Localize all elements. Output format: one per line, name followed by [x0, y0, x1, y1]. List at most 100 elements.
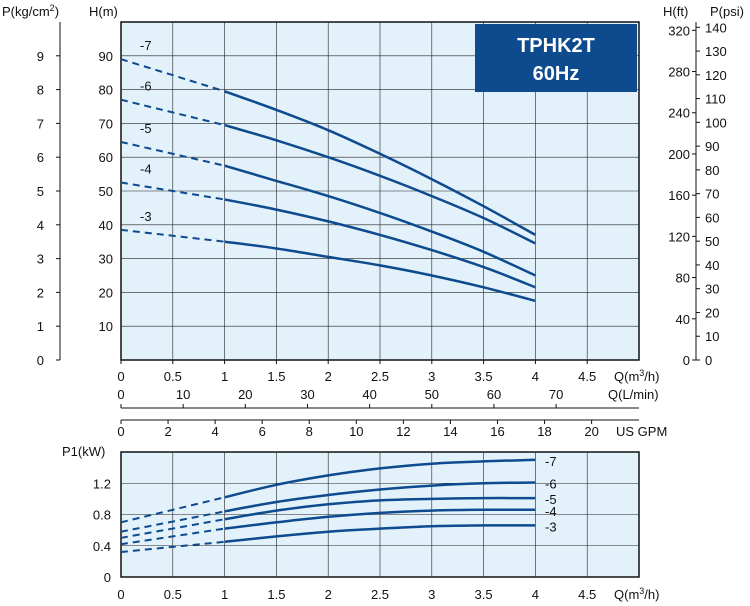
pressure-kgcm2-tick-label: 9	[37, 49, 44, 64]
pressure-psi-tick-label: 0	[705, 353, 712, 368]
head-axes: 0 0.5 1 1.5 2 2.5 3 3.5 4 4.50 10 20 30 40 50 60 700 2 4 6 8…	[37, 20, 727, 439]
curve-label--5: -5	[140, 121, 152, 136]
power-flow-tick-label: 2.5	[371, 587, 389, 602]
flow-lmin-tick-label: 70	[549, 387, 563, 402]
flow-lmin-tick-label: 40	[362, 387, 376, 402]
pressure-psi-tick-label: 60	[705, 210, 719, 225]
flow-gpm-axis-label: US GPM	[616, 424, 667, 439]
power-curve-label--3: -3	[545, 519, 557, 534]
power-flow-m3h-axis-label: Q(m3/h)	[614, 586, 659, 602]
flow-gpm-tick-label: 20	[584, 424, 598, 439]
pressure-psi-tick-label: 140	[705, 20, 727, 35]
power-kw-tick-label: 0	[104, 570, 111, 585]
curve-label--6: -6	[140, 79, 152, 94]
curve--5-solid-segment	[224, 496, 536, 521]
power-curve-label--7: -7	[545, 454, 557, 469]
flow-gpm-tick-label: 6	[259, 424, 266, 439]
head-m-tick-label: 70	[99, 116, 113, 131]
flow-lmin-tick-label: 50	[425, 387, 439, 402]
curve--4-dashed-segment	[120, 181, 225, 201]
curve--7-solid-segment	[224, 458, 536, 499]
head-ft-tick-label: 240	[668, 106, 690, 121]
head-ft-tick-label: 40	[676, 312, 690, 327]
curve--6-solid-segment	[224, 123, 536, 245]
power-flow-tick-label: 1	[221, 587, 228, 602]
flow-gpm-tick-label: 18	[537, 424, 551, 439]
power-curve-label--6: -6	[545, 476, 557, 491]
curve-label--4: -4	[140, 162, 152, 177]
power-flow-tick-label: 4	[532, 587, 539, 602]
head-ft-tick-label: 160	[668, 188, 690, 203]
model-title-box	[475, 24, 637, 92]
head-m-axis-label: H(m)	[89, 4, 118, 19]
power-curve-label--5: -5	[545, 492, 557, 507]
flow-gpm-tick-label: 8	[306, 424, 313, 439]
curve--5-dashed-segment	[120, 141, 225, 167]
curve--6-dashed-segment	[120, 510, 225, 533]
head-ft-tick-label: 320	[668, 23, 690, 38]
pressure-kgcm2-tick-label: 5	[37, 184, 44, 199]
flow-m3h-tick-label: 0	[117, 369, 124, 384]
head-curves: -7 -6 -5 -4 -3	[120, 38, 536, 303]
pressure-psi-tick-label: 120	[705, 68, 727, 83]
model-title-line2: 60Hz	[533, 63, 580, 85]
flow-m3h-tick-label: 2.5	[371, 369, 389, 384]
curve--5-solid-segment	[224, 164, 536, 277]
pressure-psi-tick-label: 40	[705, 258, 719, 273]
power-flow-tick-label: 0.5	[164, 587, 182, 602]
power-axes: 0 0.5 1 1.5 2 2.5 3 3.5 4 4.5 0 0.4 0.8 1.2	[93, 476, 596, 602]
curve--5-dashed-segment	[120, 518, 225, 539]
head-ft-tick-label: 200	[668, 147, 690, 162]
head-m-tick-label: 30	[99, 252, 113, 267]
power-kw-axis-label: P1(kW)	[62, 444, 105, 459]
power-flow-tick-label: 1.5	[267, 587, 285, 602]
curve--3-dashed-segment	[120, 540, 225, 553]
curve-label--7: -7	[140, 38, 152, 53]
flow-m3h-tick-label: 1	[221, 369, 228, 384]
pressure-psi-tick-label: 130	[705, 44, 727, 59]
power-flow-tick-label: 4.5	[578, 587, 596, 602]
flow-lmin-tick-label: 0	[117, 387, 124, 402]
curve--6-solid-segment	[224, 481, 536, 513]
head-m-tick-label: 80	[99, 83, 113, 98]
curve--7-solid-segment	[224, 90, 536, 236]
flow-m3h-axis-label: Q(m3/h)	[614, 368, 659, 384]
power-kw-tick-label: 0.8	[93, 508, 111, 523]
pressure-kgcm2-tick-label: 6	[37, 150, 44, 165]
pressure-psi-tick-label: 80	[705, 163, 719, 178]
power-flow-tick-label: 0	[117, 587, 124, 602]
flow-gpm-tick-label: 0	[117, 424, 124, 439]
head-ft-tick-label: 280	[668, 65, 690, 80]
pressure-psi-axis-label: P(psi)	[710, 4, 744, 19]
flow-gpm-tick-label: 12	[396, 424, 410, 439]
pressure-kgcm2-tick-label: 1	[37, 319, 44, 334]
pressure-psi-tick-label: 10	[705, 329, 719, 344]
curve--3-solid-segment	[224, 524, 536, 544]
head-m-tick-label: 90	[99, 49, 113, 64]
head-m-tick-label: 60	[99, 150, 113, 165]
flow-gpm-tick-label: 16	[490, 424, 504, 439]
power-curve-label--4: -4	[545, 504, 557, 519]
head-ft-axis-label: H(ft)	[663, 4, 688, 19]
flow-lmin-tick-label: 10	[176, 387, 190, 402]
power-kw-tick-label: 0.4	[93, 539, 111, 554]
flow-gpm-tick-label: 4	[212, 424, 219, 439]
power-curves: -7 -6-5-4-3	[120, 454, 557, 553]
pressure-kgcm2-tick-label: 0	[37, 353, 44, 368]
curve--4-dashed-segment	[120, 527, 225, 546]
head-m-tick-label: 10	[99, 319, 113, 334]
pressure-kgcm2-tick-label: 2	[37, 285, 44, 300]
head-m-tick-label: 40	[99, 218, 113, 233]
flow-gpm-tick-label: 2	[164, 424, 171, 439]
pressure-kgcm2-tick-label: 8	[37, 83, 44, 98]
curve--7-dashed-segment	[120, 58, 225, 93]
pressure-psi-tick-label: 100	[705, 115, 727, 130]
curve--3-dashed-segment	[120, 228, 225, 243]
pressure-kgcm2-axis-label: P(kg/cm2)	[2, 3, 59, 19]
flow-lmin-tick-label: 60	[487, 387, 501, 402]
power-flow-tick-label: 3.5	[475, 587, 493, 602]
flow-lmin-axis-label: Q(L/min)	[608, 387, 659, 402]
curve--6-dashed-segment	[120, 98, 225, 127]
pressure-psi-tick-label: 20	[705, 305, 719, 320]
